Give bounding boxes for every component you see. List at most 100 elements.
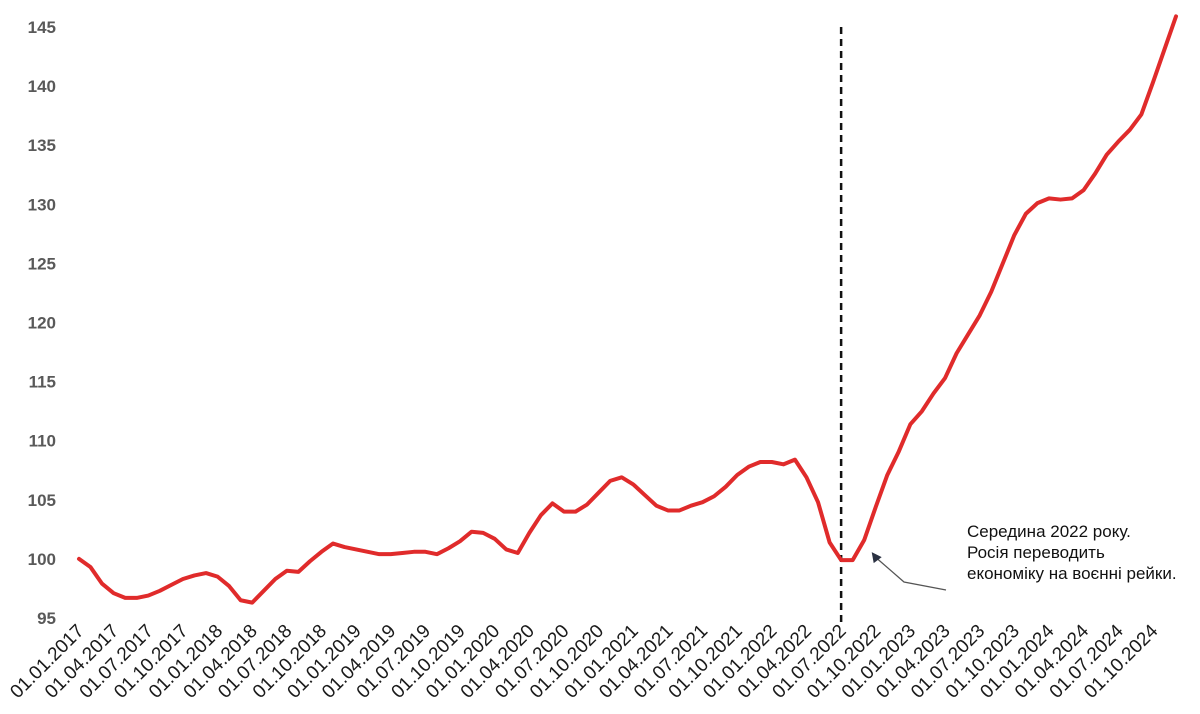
data-point xyxy=(955,351,959,355)
data-point xyxy=(1024,212,1028,216)
data-point xyxy=(897,449,901,453)
data-point xyxy=(539,513,543,517)
data-point xyxy=(643,493,647,497)
data-point xyxy=(735,473,739,477)
data-point xyxy=(654,504,658,508)
y-tick-label: 95 xyxy=(37,609,56,628)
data-point xyxy=(262,589,266,593)
data-point xyxy=(135,596,139,600)
data-point xyxy=(781,462,785,466)
data-point xyxy=(701,500,705,504)
data-point xyxy=(608,479,612,483)
data-point xyxy=(712,494,716,498)
series-line xyxy=(77,14,1178,605)
data-point xyxy=(377,552,381,556)
data-point xyxy=(943,376,947,380)
data-point xyxy=(1070,196,1074,200)
data-point xyxy=(250,601,254,605)
data-point xyxy=(1001,261,1005,265)
y-tick-label: 120 xyxy=(28,314,56,333)
data-point xyxy=(308,559,312,563)
data-point xyxy=(620,475,624,479)
data-point xyxy=(966,332,970,336)
y-tick-label: 100 xyxy=(28,550,56,569)
data-point xyxy=(1093,172,1097,176)
data-point xyxy=(1035,201,1039,205)
data-point xyxy=(516,551,520,555)
data-point xyxy=(631,482,635,486)
data-point xyxy=(666,508,670,512)
data-point xyxy=(504,547,508,551)
y-tick-label: 145 xyxy=(28,18,56,37)
data-point xyxy=(123,596,127,600)
data-point xyxy=(331,542,335,546)
data-point xyxy=(874,505,878,509)
x-axis-ticks: 01.01.201701.04.201701.07.201701.10.2017… xyxy=(6,620,1162,702)
data-point xyxy=(239,598,243,602)
y-axis-ticks: 95 100 105 110 115 120 125 130 135 140 145 xyxy=(28,18,56,628)
data-point xyxy=(181,577,185,581)
data-point xyxy=(597,491,601,495)
data-point xyxy=(816,500,820,504)
data-point xyxy=(216,575,220,579)
data-point xyxy=(932,391,936,395)
data-point xyxy=(1012,233,1016,237)
data-point xyxy=(77,557,81,561)
data-point xyxy=(169,583,173,587)
data-point xyxy=(839,558,843,562)
data-point xyxy=(1162,47,1166,51)
data-point xyxy=(158,589,162,593)
data-point xyxy=(1174,14,1178,18)
data-point xyxy=(550,501,554,505)
data-point xyxy=(989,290,993,294)
data-point xyxy=(1082,188,1086,192)
data-point xyxy=(146,594,150,598)
data-point xyxy=(828,540,832,544)
data-point xyxy=(793,458,797,462)
y-tick-label: 130 xyxy=(28,195,56,214)
data-point xyxy=(585,503,589,507)
data-point xyxy=(908,422,912,426)
data-point xyxy=(747,465,751,469)
data-point xyxy=(192,573,196,577)
series-points xyxy=(77,14,1178,604)
data-point xyxy=(1047,196,1051,200)
data-point xyxy=(1116,140,1120,144)
data-point xyxy=(458,539,462,543)
data-point xyxy=(978,313,982,317)
data-point xyxy=(435,552,439,556)
data-point xyxy=(227,584,231,588)
data-point xyxy=(112,591,116,595)
data-point xyxy=(677,508,681,512)
data-point xyxy=(724,485,728,489)
annotation: Середина 2022 року. Росія переводить еко… xyxy=(871,522,1177,591)
annotation-line-3: економіку на воєнні рейки. xyxy=(967,564,1177,583)
data-point xyxy=(343,545,347,549)
y-tick-label: 110 xyxy=(29,432,56,451)
data-point xyxy=(758,460,762,464)
annotation-line-2: Росія переводить xyxy=(967,543,1105,562)
data-point xyxy=(89,565,93,569)
data-point xyxy=(527,531,531,535)
y-tick-label: 125 xyxy=(28,254,56,273)
data-point xyxy=(920,409,924,413)
data-point xyxy=(400,551,404,555)
data-point xyxy=(862,538,866,542)
data-point xyxy=(470,530,474,534)
data-point xyxy=(423,550,427,554)
y-tick-label: 135 xyxy=(28,136,56,155)
data-point xyxy=(204,571,208,575)
data-point xyxy=(1151,81,1155,85)
data-point xyxy=(285,569,289,573)
annotation-line-1: Середина 2022 року. xyxy=(967,522,1131,541)
data-point xyxy=(770,460,774,464)
data-point xyxy=(366,550,370,554)
data-point xyxy=(389,552,393,556)
data-point xyxy=(804,475,808,479)
data-point xyxy=(1128,128,1132,132)
data-point xyxy=(296,570,300,574)
data-point xyxy=(481,531,485,535)
y-tick-label: 140 xyxy=(28,77,56,96)
data-point xyxy=(562,510,566,514)
